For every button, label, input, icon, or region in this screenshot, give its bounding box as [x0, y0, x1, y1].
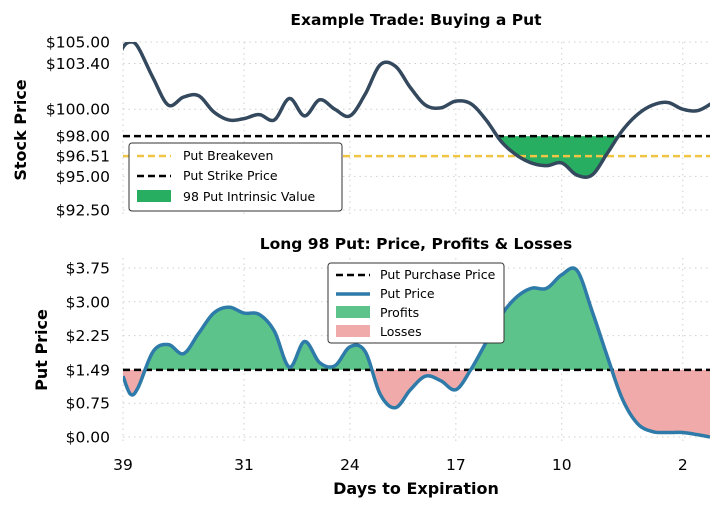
legend-strike-label: Put Strike Price [183, 168, 278, 183]
stock-y-tick-label: $105.00 [46, 34, 110, 52]
legend-put-price-label: Put Price [380, 286, 435, 301]
put-y-axis-label: Put Price [32, 309, 51, 391]
put-price-chart: Long 98 Put: Price, Profits & Losses Put… [32, 235, 710, 498]
put-chart-title: Long 98 Put: Price, Profits & Losses [260, 235, 573, 253]
profits-fill [123, 267, 710, 370]
x-tick-label: 31 [234, 456, 254, 474]
x-tick-label: 2 [678, 456, 688, 474]
stock-y-tick-label: $100.00 [46, 101, 110, 119]
put-price-line [123, 266, 710, 439]
legend-breakeven-label: Put Breakeven [183, 148, 273, 163]
x-tick-label: 17 [446, 456, 466, 474]
put-y-tick-label: $2.25 [66, 327, 110, 345]
put-legend-box [327, 262, 505, 344]
stock-y-tick-label: $98.00 [56, 128, 110, 146]
x-tick-label: 39 [113, 456, 133, 474]
stock-price-line [123, 42, 710, 179]
stock-y-tick-label: $92.50 [56, 202, 110, 220]
stock-chart-title: Example Trade: Buying a Put [290, 11, 542, 29]
legend-profits-label: Profits [380, 305, 419, 320]
intrinsic-value-fill [123, 136, 710, 178]
stock-legend: Put Breakeven Put Strike Price 98 Put In… [128, 142, 343, 212]
x-ticks: 39 31 24 17 10 2 [113, 456, 688, 474]
stock-y-tick-label: $95.00 [56, 168, 110, 186]
stock-y-axis-label: Stock Price [11, 79, 30, 180]
legend-profits-swatch [336, 306, 370, 318]
stock-y-tick-label: $103.40 [46, 55, 110, 73]
stock-y-ticks: $92.50 $95.00 $96.51 $98.00 $100.00 $103.40 $1… [46, 34, 110, 220]
stock-legend-box [128, 142, 343, 212]
legend-losses-label: Losses [380, 324, 422, 339]
put-y-tick-label: $0.00 [66, 429, 110, 447]
put-y-ticks: $0.00 $0.75 $1.49 $2.25 $3.00 $3.75 [66, 260, 110, 447]
put-legend: Put Purchase Price Put Price Profits Los… [327, 262, 505, 344]
x-tick-label: 24 [340, 456, 360, 474]
stock-price-chart: Example Trade: Buying a Put Stock Price … [11, 11, 710, 220]
x-axis-label: Days to Expiration [333, 479, 499, 498]
legend-intrinsic-label: 98 Put Intrinsic Value [183, 189, 316, 204]
legend-purchase-label: Put Purchase Price [380, 267, 496, 282]
legend-losses-swatch [336, 325, 370, 337]
put-y-tick-label: $3.00 [66, 293, 110, 311]
put-y-tick-label: $1.49 [66, 361, 110, 379]
stock-y-tick-label: $96.51 [56, 148, 110, 166]
x-tick-label: 10 [552, 456, 572, 474]
put-y-tick-label: $3.75 [66, 260, 110, 278]
put-y-tick-label: $0.75 [66, 395, 110, 413]
legend-intrinsic-swatch [137, 190, 171, 202]
